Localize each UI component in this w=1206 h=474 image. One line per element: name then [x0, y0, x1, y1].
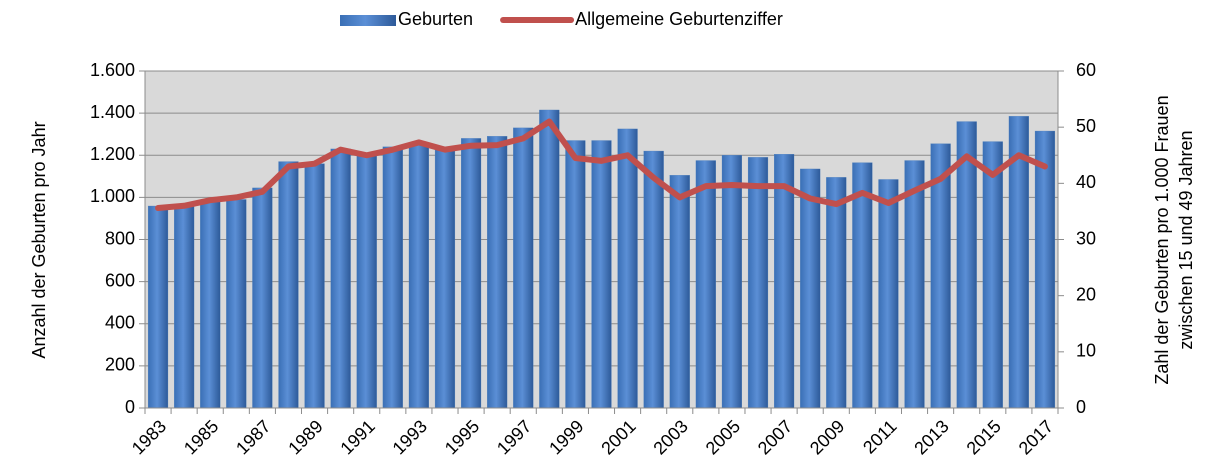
y-tick-label: 400 [105, 313, 135, 333]
legend-swatch [340, 15, 396, 26]
bar [826, 177, 847, 409]
bar [487, 136, 508, 409]
y2-tick-label: 30 [1076, 228, 1096, 248]
y-tick-label: 1.200 [90, 144, 135, 164]
bar [278, 161, 299, 409]
bar [591, 140, 612, 409]
x-tick-label: 1993 [389, 416, 431, 458]
bar [695, 160, 716, 409]
legend-label: Geburten [398, 9, 473, 29]
x-tick-label: 2009 [806, 416, 848, 458]
bar [539, 109, 560, 409]
y2-tick-label: 40 [1076, 172, 1096, 192]
bar [721, 155, 742, 409]
bar [669, 175, 690, 409]
bar [747, 157, 769, 409]
bar [147, 205, 169, 409]
x-tick-label: 1995 [441, 416, 483, 458]
bar [200, 200, 221, 409]
bar [565, 140, 586, 409]
y-axis-label: Anzahl der Geburten pro Jahr [29, 121, 49, 358]
y2-tick-label: 0 [1076, 397, 1086, 417]
y2-tick-label: 10 [1076, 341, 1096, 361]
bar [461, 138, 482, 409]
y-tick-label: 800 [105, 228, 135, 248]
x-tick-label: 2015 [963, 416, 1005, 458]
y2-axis-label: zwischen 15 und 49 Jahren [1176, 130, 1196, 349]
y-tick-label: 1.000 [90, 186, 135, 206]
bar [252, 187, 273, 409]
bar [617, 128, 638, 409]
y-tick-label: 0 [125, 397, 135, 417]
bar [982, 141, 1003, 409]
bar [174, 204, 195, 409]
x-tick-label: 2003 [649, 416, 691, 458]
y2-tick-label: 50 [1076, 116, 1096, 136]
x-tick-label: 2017 [1015, 416, 1057, 458]
line [155, 118, 1048, 212]
bar [226, 199, 247, 409]
y2-axis-label: Zahl der Geburten pro 1.000 Frauen [1152, 95, 1172, 384]
x-tick-label: 1997 [493, 416, 535, 458]
y2-tick-label: 60 [1076, 60, 1096, 80]
bar [904, 160, 925, 409]
bar [513, 127, 534, 409]
bar [434, 148, 456, 409]
bar [408, 142, 429, 409]
x-tick-label: 1999 [545, 416, 587, 458]
y2-tick-label: 20 [1076, 284, 1096, 304]
x-tick-label: 2007 [754, 416, 796, 458]
x-tick-label: 1983 [128, 416, 170, 458]
y-tick-label: 600 [105, 270, 135, 290]
y-tick-label: 200 [105, 355, 135, 375]
bar [800, 168, 821, 409]
x-tick-label: 2001 [597, 416, 639, 458]
x-tick-label: 2005 [702, 416, 744, 458]
bar [1034, 130, 1056, 409]
x-tick-label: 1985 [180, 416, 222, 458]
x-tick-label: 1987 [232, 416, 274, 458]
x-tick-label: 1989 [284, 416, 326, 458]
bar [330, 148, 351, 409]
bar [852, 162, 873, 409]
bar [304, 163, 325, 409]
bar [356, 155, 377, 409]
bar [878, 179, 899, 409]
bar [382, 146, 403, 409]
x-tick-label: 2011 [859, 416, 901, 458]
legend-label: Allgemeine Geburtenziffer [575, 9, 783, 29]
bar [643, 150, 664, 409]
y-tick-label: 1.600 [90, 60, 135, 80]
y-tick-label: 1.400 [90, 102, 135, 122]
x-tick-label: 1991 [336, 416, 378, 458]
x-tick-label: 2013 [910, 416, 952, 458]
